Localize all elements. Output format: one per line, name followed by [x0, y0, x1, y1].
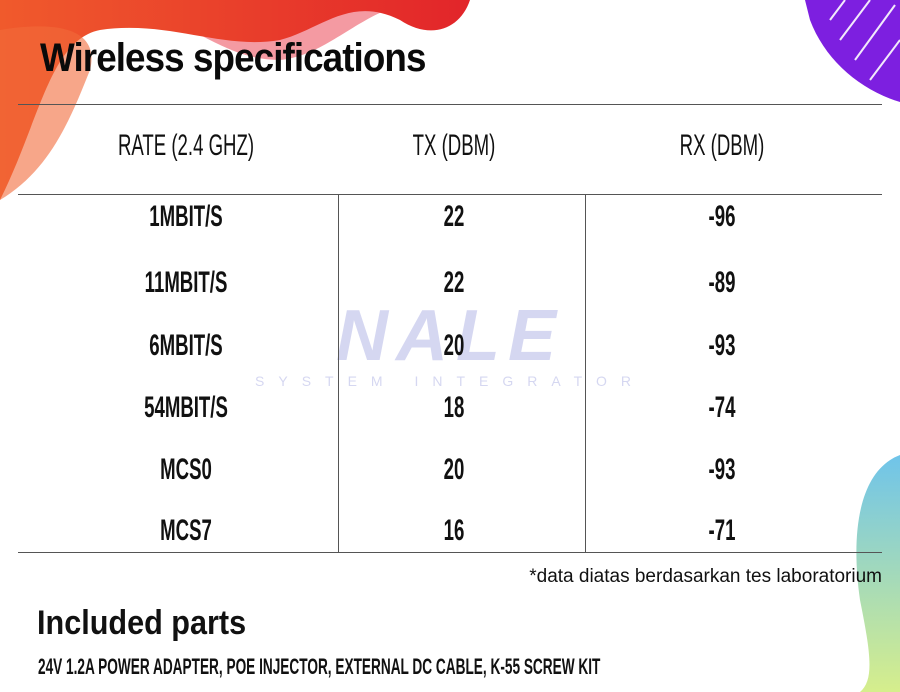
cell-rx: -71 [708, 514, 736, 547]
svg-text:NALE: NALE [336, 298, 564, 376]
cell-tx: 18 [443, 391, 465, 424]
cell-tx: 20 [443, 329, 465, 362]
table-header-border [18, 194, 882, 195]
column-divider [585, 194, 586, 552]
section-title-included-parts: Included parts [37, 604, 247, 642]
cell-tx: 20 [443, 453, 465, 486]
cell-rx: -93 [708, 329, 736, 362]
cell-tx: 16 [443, 514, 465, 547]
column-divider [338, 194, 339, 552]
cell-rx: -93 [708, 453, 736, 486]
cell-rate: MCS0 [160, 453, 212, 486]
cell-rate: 54MBIT/S [144, 391, 228, 424]
table-top-border [18, 104, 882, 105]
header-rx: RX (DBM) [679, 129, 765, 162]
cell-rx: -74 [708, 391, 736, 424]
footnote: *data diatas berdasarkan tes laboratoriu… [529, 566, 882, 587]
svg-text:SYSTEM INTEGRATOR: SYSTEM INTEGRATOR [255, 373, 645, 388]
cell-rate: 11MBIT/S [144, 266, 228, 299]
cell-rx: -96 [708, 200, 736, 233]
cell-rate: 6MBIT/S [149, 329, 223, 362]
cell-tx: 22 [443, 200, 465, 233]
section-title-wireless: Wireless specifications [40, 36, 426, 80]
header-tx: TX (DBM) [412, 129, 496, 162]
cell-rx: -89 [708, 266, 736, 299]
cell-tx: 22 [443, 266, 465, 299]
table-bottom-border [18, 552, 882, 553]
included-parts-list: 24V 1.2A POWER ADAPTER, POE INJECTOR, EX… [38, 654, 601, 679]
cell-rate: MCS7 [160, 514, 212, 547]
cell-rate: 1MBIT/S [149, 200, 223, 233]
header-rate: RATE (2.4 GHZ) [117, 129, 255, 162]
nale-watermark-logo: NALE SYSTEM INTEGRATOR [255, 298, 645, 388]
